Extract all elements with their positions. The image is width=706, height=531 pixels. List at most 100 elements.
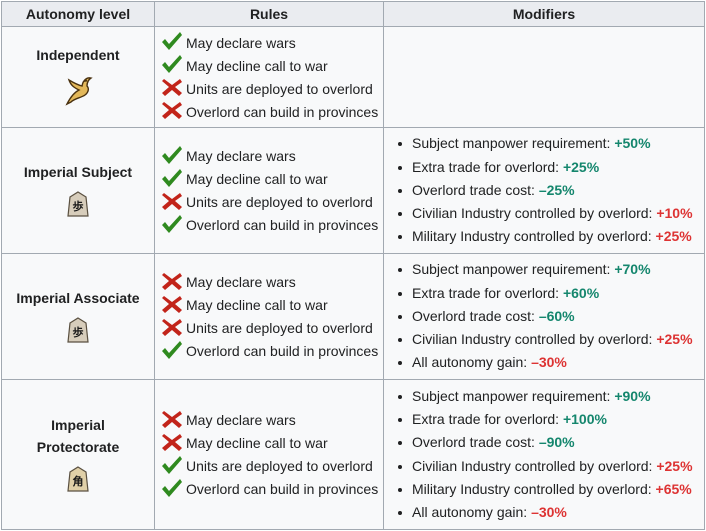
level-name: Imperial Protectorate [36, 417, 120, 455]
modifier-item: Overlord trade cost: –60% [398, 305, 704, 328]
rule-label: May decline call to war [186, 297, 328, 313]
cross-icon [161, 191, 186, 214]
rule-item: Overlord can build in provinces [161, 478, 383, 501]
modifier-value: –60% [538, 307, 575, 324]
rule-label: Overlord can build in provinces [186, 103, 379, 120]
modifier-item: All autonomy gain: –30% [398, 501, 704, 524]
rule-label: May decline call to war [186, 435, 328, 451]
modifier-label: Overlord trade cost: [412, 181, 539, 198]
rule-item: May declare wars [161, 271, 383, 294]
svg-text:歩: 歩 [73, 325, 84, 339]
rule-item: May decline call to war [161, 294, 383, 317]
rule-label: May declare wars [186, 148, 296, 164]
rule-label: Overlord can build in provinces [186, 481, 379, 497]
modifier-label: Overlord trade cost: [412, 307, 539, 324]
rules-cell: May declare wars May decline call to war U… [154, 127, 384, 254]
modifier-item: Overlord trade cost: –25% [398, 179, 704, 202]
rule-item: May declare wars [161, 31, 383, 54]
rule-label: May declare wars [186, 412, 296, 428]
cross-icon [161, 294, 186, 317]
modifier-item: Overlord trade cost: –90% [398, 431, 704, 454]
rule-label: Overlord can build in provinces [186, 343, 379, 359]
svg-text:歩: 歩 [73, 199, 84, 213]
autonomy-row: Imperial Associate 歩 May declare wars May d… [1, 253, 705, 380]
level-name: Imperial Associate [16, 290, 140, 306]
level-cell: Independent [1, 26, 155, 128]
modifier-value: +100% [562, 410, 607, 427]
modifier-label: Military Industry controlled by overlord… [412, 228, 656, 245]
cross-icon [161, 409, 186, 432]
modifier-item: Civilian Industry controlled by overlord… [398, 328, 704, 351]
modifier-label: Civilian Industry controlled by overlord… [412, 331, 657, 348]
modifier-value: –30% [531, 354, 567, 371]
modifier-value: +25% [656, 457, 693, 474]
rules-cell: May declare wars May decline call to war U… [154, 253, 384, 380]
level-name: Independent [36, 46, 120, 63]
modifier-value: +90% [614, 387, 651, 404]
rule-label: May decline call to war [186, 171, 328, 187]
shogi-pawn-icon: 歩 [67, 317, 89, 346]
modifier-item: Civilian Industry controlled by overlord… [398, 202, 704, 225]
rule-label: May declare wars [186, 34, 296, 51]
modifiers-cell: Subject manpower requirement: +50% Extra … [383, 127, 705, 254]
rule-label: Units are deployed to overlord [186, 320, 373, 336]
modifiers-list: Subject manpower requirement: +70% Extra … [384, 254, 704, 378]
rule-item: Overlord can build in provinces [161, 340, 383, 363]
modifier-item: Extra trade for overlord: +25% [398, 156, 704, 179]
shogi-bishop-icon: 角 [67, 466, 89, 495]
check-icon [161, 31, 186, 54]
cross-icon [161, 100, 186, 123]
modifier-value: –25% [538, 181, 575, 198]
modifiers-list: Subject manpower requirement: +90% Extra … [384, 381, 704, 529]
modifier-value: +50% [614, 135, 651, 152]
modifier-label: Civilian Industry controlled by overlord… [412, 457, 657, 474]
rule-item: Units are deployed to overlord [161, 317, 383, 340]
autonomy-row: Imperial Subject 歩 May declare wars May dec… [1, 127, 705, 254]
modifier-value: +25% [562, 158, 600, 175]
modifier-label: Civilian Industry controlled by overlord… [412, 205, 657, 222]
rule-label: Units are deployed to overlord [186, 194, 373, 210]
modifiers-cell [383, 26, 705, 128]
modifier-item: Subject manpower requirement: +50% [398, 132, 704, 155]
rule-item: Units are deployed to overlord [161, 455, 383, 478]
rules-list: May declare wars May decline call to war U… [155, 405, 383, 505]
rule-label: Units are deployed to overlord [186, 80, 373, 97]
shogi-pawn-icon: 歩 [67, 191, 89, 220]
rule-item: Units are deployed to overlord [161, 191, 383, 214]
modifier-value: +25% [655, 228, 692, 245]
header-rules: Rules [154, 1, 384, 27]
modifier-item: All autonomy gain: –30% [398, 351, 704, 374]
modifier-item: Extra trade for overlord: +100% [398, 408, 704, 431]
autonomy-row: Independent May declare wars May decline c… [1, 26, 705, 128]
level-cell: Imperial Protectorate 角 [1, 379, 155, 530]
cross-icon [161, 77, 186, 100]
modifier-value: –90% [538, 434, 575, 451]
cross-icon [161, 271, 186, 294]
check-icon [161, 54, 186, 77]
modifier-item: Subject manpower requirement: +90% [398, 385, 704, 408]
rule-label: May declare wars [186, 274, 296, 290]
rules-list: May declare wars May decline call to war U… [155, 27, 383, 127]
rule-item: May decline call to war [161, 168, 383, 191]
rules-cell: May declare wars May decline call to war U… [154, 26, 384, 128]
modifier-item: Extra trade for overlord: +60% [398, 282, 704, 305]
modifier-label: Extra trade for overlord: [412, 158, 563, 175]
rule-item: Overlord can build in provinces [161, 214, 383, 237]
modifier-item: Military Industry controlled by overlord… [398, 225, 704, 248]
rule-label: Units are deployed to overlord [186, 458, 373, 474]
cross-icon [161, 432, 186, 455]
modifier-label: Subject manpower requirement: [412, 135, 615, 152]
modifiers-cell: Subject manpower requirement: +90% Extra … [383, 379, 705, 530]
rule-label: Overlord can build in provinces [186, 217, 379, 233]
modifier-value: +65% [655, 480, 692, 497]
dove-icon [63, 74, 93, 111]
check-icon [161, 168, 186, 191]
rule-item: Units are deployed to overlord [161, 77, 383, 100]
header-row: Autonomy level Rules Modifiers [1, 1, 705, 27]
modifier-value: +10% [656, 205, 693, 222]
check-icon [161, 214, 186, 237]
modifiers-cell: Subject manpower requirement: +70% Extra … [383, 253, 705, 380]
modifier-value: +70% [614, 261, 651, 278]
svg-text:角: 角 [73, 474, 84, 488]
modifier-item: Civilian Industry controlled by overlord… [398, 455, 704, 478]
